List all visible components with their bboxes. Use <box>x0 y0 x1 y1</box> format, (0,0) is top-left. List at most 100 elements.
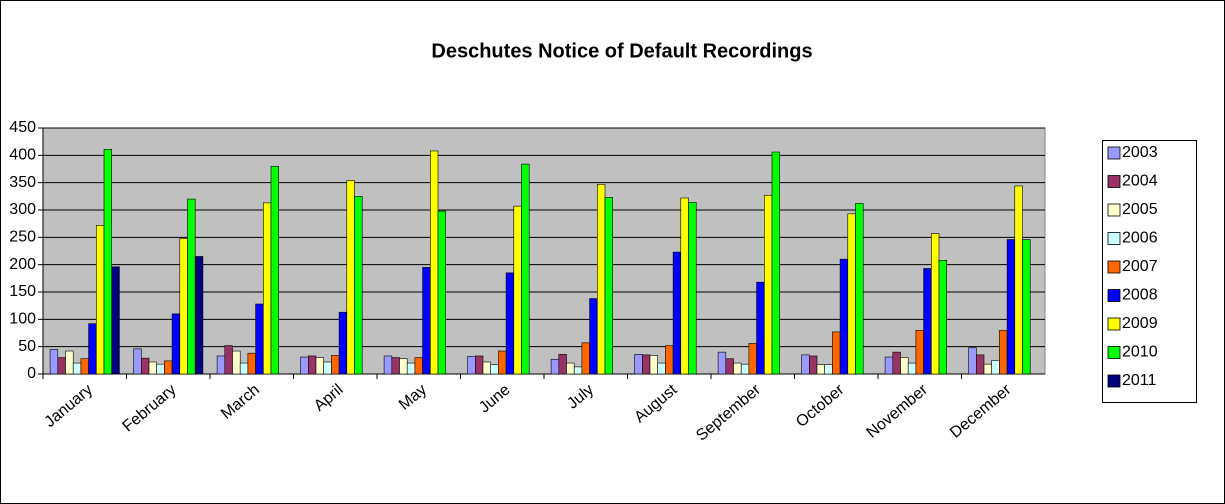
legend-label: 2008 <box>1122 287 1158 304</box>
bar <box>855 203 864 375</box>
y-tick-label: 350 <box>9 174 36 191</box>
bar <box>300 356 309 375</box>
bar <box>847 213 856 375</box>
bar <box>111 266 120 375</box>
chart-title: Deschutes Notice of Default Recordings <box>431 40 812 62</box>
y-tick-label: 50 <box>18 338 36 355</box>
bar <box>164 360 173 375</box>
bar <box>824 364 833 375</box>
bar <box>255 303 264 375</box>
bar <box>171 313 181 375</box>
bar <box>467 356 476 375</box>
bar <box>323 361 332 375</box>
bar <box>156 363 165 375</box>
bar <box>49 349 59 375</box>
bar <box>346 180 355 375</box>
bar <box>892 351 901 375</box>
bar <box>482 361 491 375</box>
y-tick-label: 450 <box>9 119 36 136</box>
legend-swatch <box>1107 203 1121 217</box>
bar <box>179 238 188 375</box>
bar <box>764 194 773 375</box>
bar <box>680 197 689 375</box>
bar <box>672 251 682 375</box>
bar <box>756 281 765 375</box>
legend-label: 2009 <box>1122 315 1158 332</box>
bar <box>399 358 408 375</box>
bar <box>224 345 233 375</box>
bar <box>975 354 985 375</box>
bar <box>474 355 484 375</box>
bar <box>498 350 507 375</box>
bar <box>140 357 150 375</box>
bar <box>915 329 924 375</box>
y-tick-label: 150 <box>9 283 36 300</box>
bar <box>725 358 734 375</box>
bar <box>923 268 932 375</box>
bar <box>991 360 1000 375</box>
bar <box>72 362 82 375</box>
bar <box>801 354 810 375</box>
y-tick-label: 200 <box>9 256 36 273</box>
bar <box>597 184 606 375</box>
bar <box>931 233 940 375</box>
y-tick-label: 0 <box>27 365 36 382</box>
bar <box>1014 185 1023 375</box>
bar <box>96 225 105 375</box>
bar <box>748 343 757 375</box>
legend-swatch <box>1107 374 1121 388</box>
legend-swatch <box>1107 346 1121 359</box>
legend-label: 2005 <box>1122 201 1158 218</box>
legend-swatch <box>1107 232 1121 245</box>
y-tick-label: 100 <box>9 311 36 328</box>
bar <box>490 364 499 375</box>
bar <box>103 149 113 375</box>
bar <box>816 364 825 375</box>
legend-label: 2003 <box>1122 144 1158 161</box>
bar <box>148 361 157 375</box>
bar <box>133 348 142 375</box>
bar <box>505 272 515 375</box>
legend-label: 2007 <box>1122 258 1158 275</box>
bar <box>383 355 393 375</box>
bar <box>983 363 992 375</box>
bar <box>589 298 598 375</box>
bar <box>232 350 241 375</box>
bar <box>331 355 340 375</box>
bar <box>247 352 256 375</box>
bar <box>573 366 583 375</box>
bar <box>216 355 226 375</box>
bar <box>558 354 567 375</box>
bar <box>391 357 400 375</box>
bar <box>513 205 522 375</box>
bar <box>657 362 666 375</box>
bar <box>437 210 447 375</box>
bar <box>907 362 917 375</box>
bar <box>430 150 439 375</box>
bar <box>414 357 423 375</box>
bar <box>263 202 272 375</box>
bar <box>1006 239 1016 375</box>
bar <box>649 355 658 375</box>
bar <box>688 202 697 375</box>
bar <box>884 356 894 375</box>
legend-swatch <box>1107 260 1121 274</box>
bar <box>406 362 416 375</box>
bar <box>187 198 196 375</box>
bar <box>740 363 750 375</box>
bar <box>968 347 977 375</box>
bar <box>808 355 818 375</box>
bar <box>521 163 530 375</box>
bar <box>665 345 674 375</box>
legend-label: 2011 <box>1122 372 1157 389</box>
plot-area <box>42 127 1046 375</box>
bar <box>581 342 590 375</box>
bar <box>354 196 363 375</box>
bar <box>641 354 651 375</box>
bar <box>422 267 431 375</box>
y-tick-label: 400 <box>9 147 36 164</box>
bar <box>733 362 742 375</box>
y-tick-label: 300 <box>9 201 36 218</box>
bar <box>65 350 74 375</box>
